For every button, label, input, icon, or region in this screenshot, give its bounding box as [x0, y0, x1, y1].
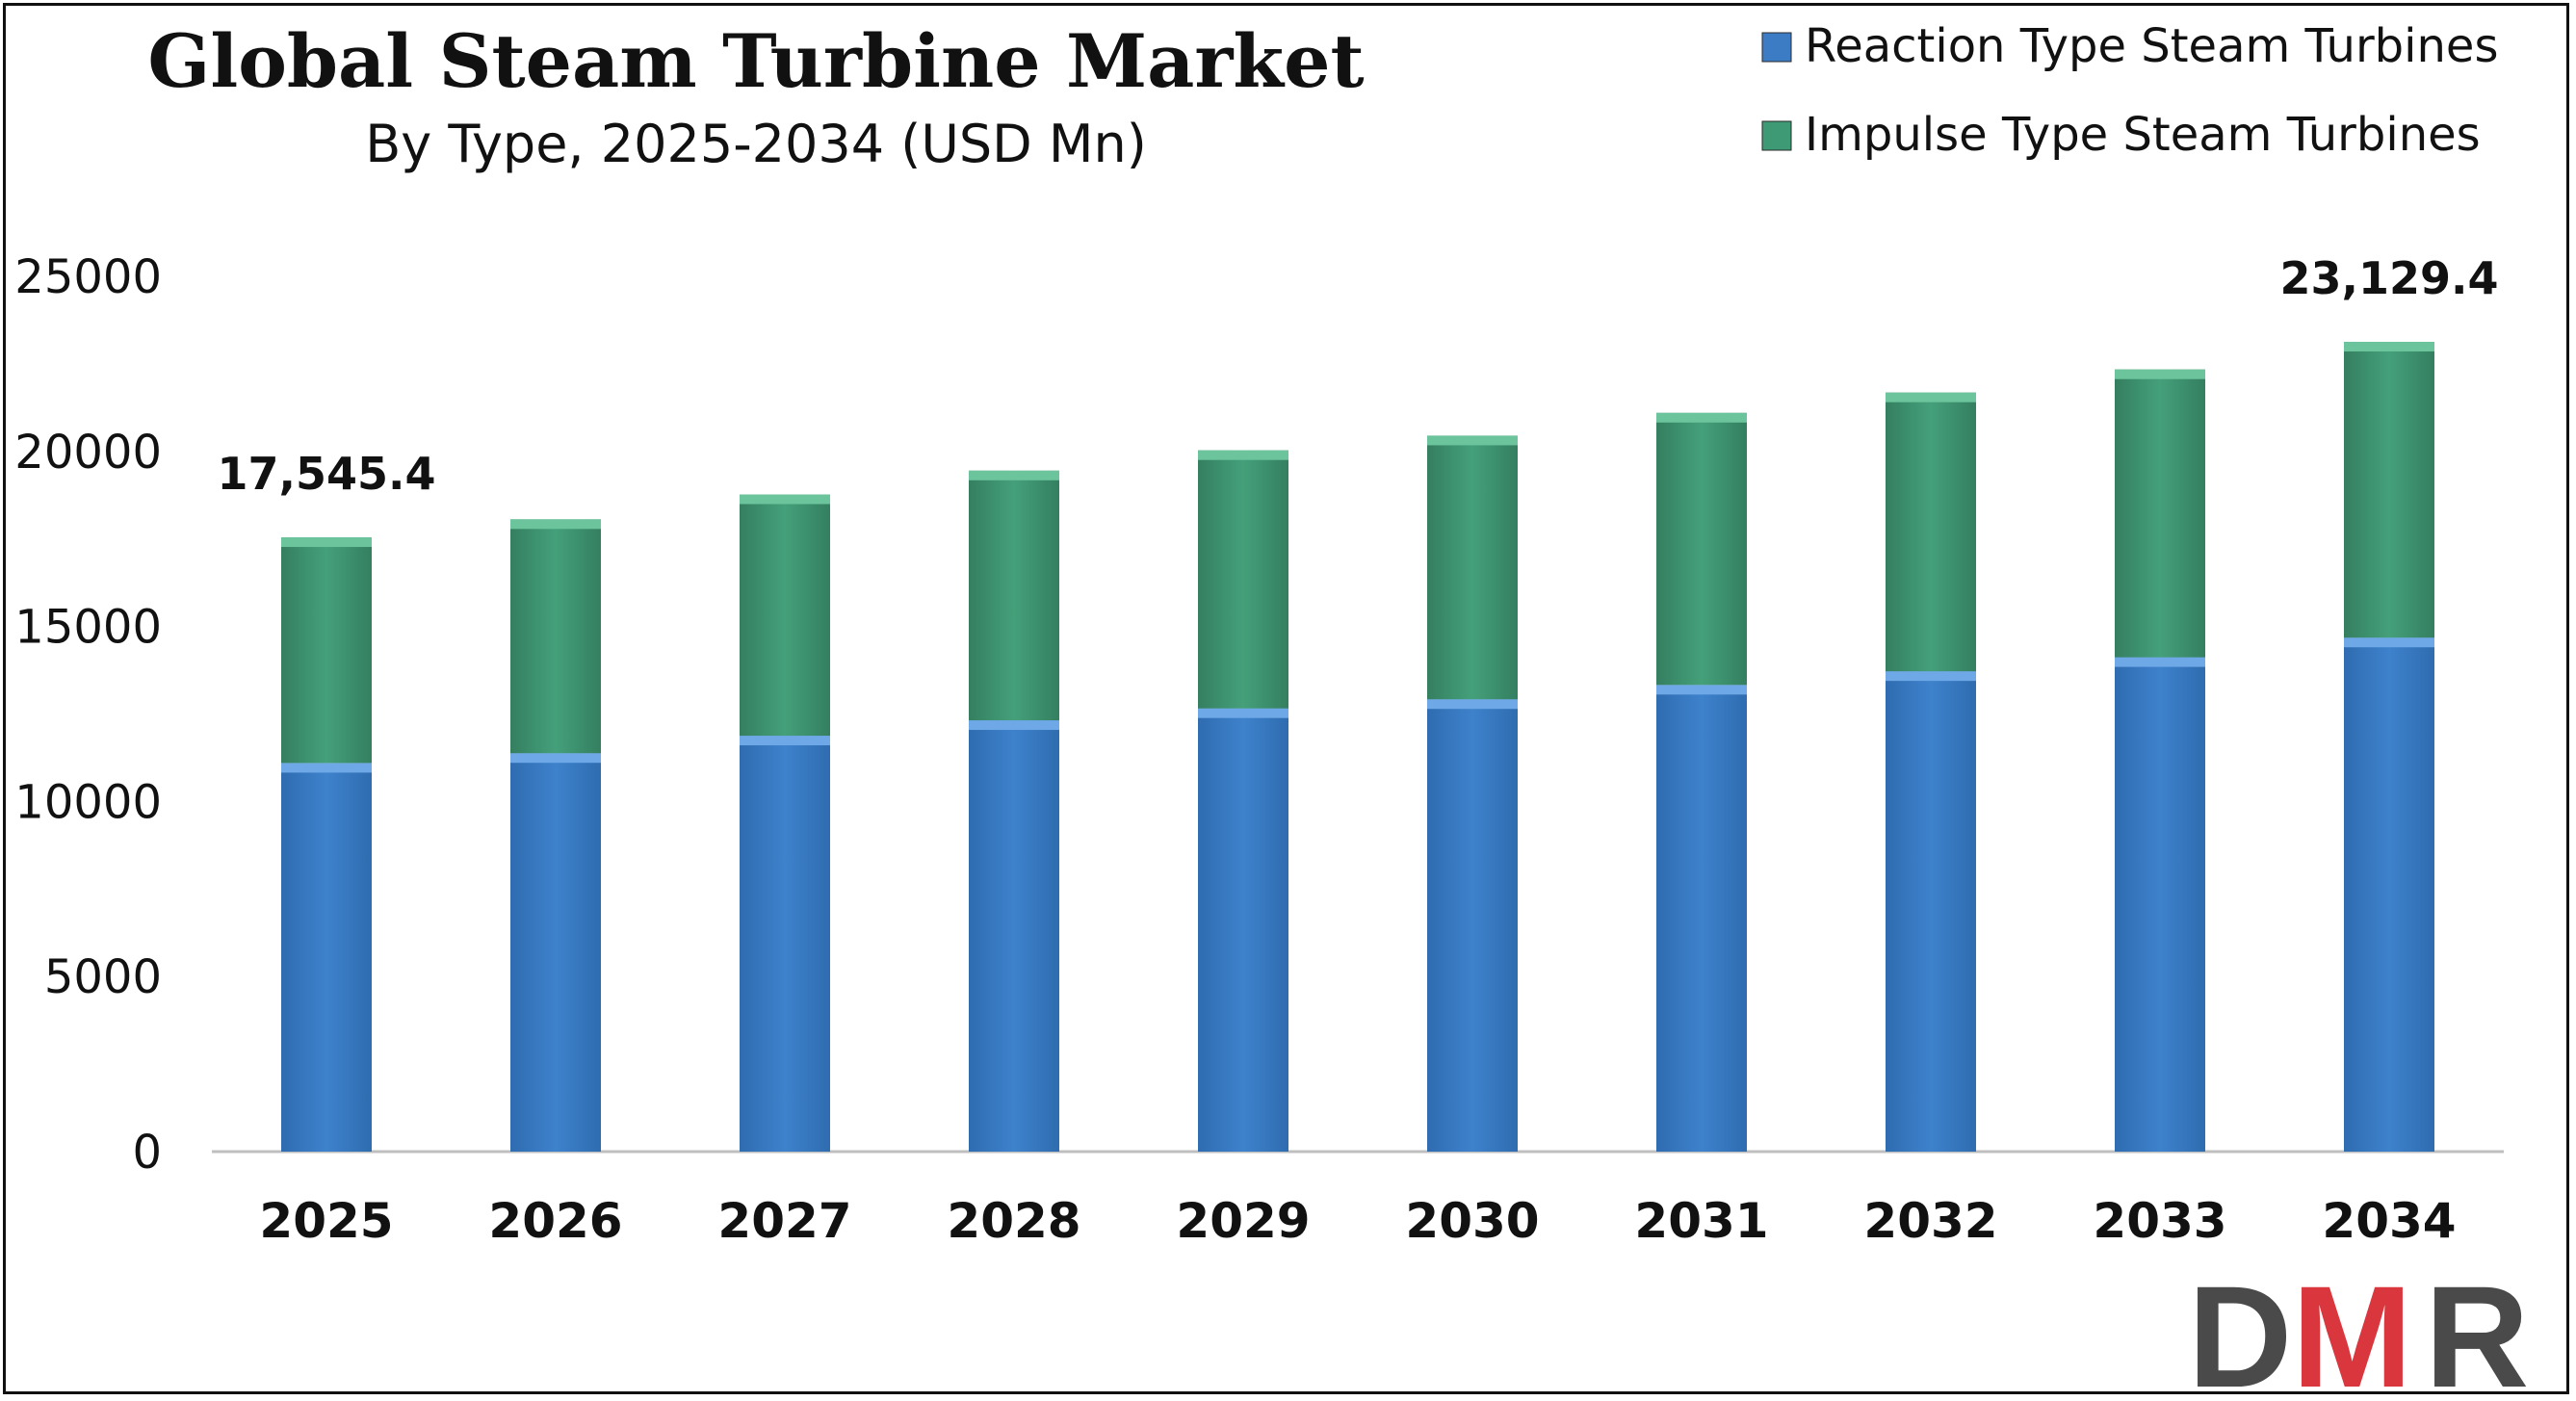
bar-impulse-2028 — [969, 470, 1059, 721]
x-tick-label: 2029 — [1176, 1193, 1310, 1249]
bar-cap-reaction-2026 — [510, 753, 601, 764]
bar-impulse-2031 — [1656, 412, 1747, 686]
bar-reaction-2030 — [1427, 699, 1518, 1152]
bar-impulse-2027 — [740, 494, 830, 737]
bar-cap-impulse-2032 — [1886, 392, 1976, 402]
bar-cap-impulse-2029 — [1198, 450, 1288, 460]
data-label-2034: 23,129.4 — [2280, 252, 2499, 304]
bar-impulse-2033 — [2115, 369, 2205, 658]
y-tick-label: 20000 — [14, 426, 162, 480]
x-tick-label: 2034 — [2322, 1193, 2456, 1249]
bar-cap-reaction-2033 — [2115, 657, 2205, 667]
bar-cap-impulse-2026 — [510, 519, 601, 530]
legend: Reaction Type Steam Turbines Impulse Typ… — [1761, 19, 2498, 162]
bar-cap-reaction-2027 — [740, 736, 830, 746]
logo-letter-m: M — [2292, 1256, 2412, 1401]
chart-title: Global Steam Turbine Market — [147, 18, 1364, 104]
bars — [281, 342, 2434, 1152]
bar-cap-reaction-2025 — [281, 763, 372, 773]
bar-cap-reaction-2031 — [1656, 685, 1747, 695]
bar-cap-impulse-2033 — [2115, 369, 2205, 379]
logo-letter-d: D — [2188, 1256, 2292, 1401]
x-tick-label: 2033 — [2093, 1193, 2226, 1249]
bar-cap-impulse-2028 — [969, 470, 1059, 480]
bar-cap-reaction-2034 — [2344, 637, 2434, 648]
bar-impulse-2026 — [510, 519, 601, 754]
x-axis: 2025 2026 2027 2028 2029 2030 2031 2032 2033 2034 — [259, 1193, 2456, 1249]
bar-cap-reaction-2030 — [1427, 699, 1518, 710]
bar-impulse-2025 — [281, 537, 372, 764]
bar-cap-impulse-2025 — [281, 537, 372, 548]
bar-impulse-2034 — [2344, 342, 2434, 638]
legend-swatch-reaction — [1761, 32, 1792, 63]
logo-letter-r: R — [2425, 1256, 2529, 1401]
bar-cap-reaction-2029 — [1198, 708, 1288, 718]
x-tick-label: 2025 — [259, 1193, 393, 1249]
bar-reaction-2026 — [510, 753, 601, 1152]
chart-subtitle: By Type, 2025-2034 (USD Mn) — [365, 114, 1147, 174]
x-tick-label: 2027 — [717, 1193, 851, 1249]
bar-reaction-2033 — [2115, 657, 2205, 1152]
x-tick-label: 2028 — [947, 1193, 1080, 1249]
y-tick-label: 25000 — [14, 250, 162, 304]
x-tick-label: 2030 — [1405, 1193, 1539, 1249]
legend-swatch-impulse — [1761, 120, 1792, 151]
y-tick-label: 15000 — [14, 601, 162, 655]
data-label-2025: 17,545.4 — [218, 448, 436, 500]
x-tick-label: 2031 — [1634, 1193, 1768, 1249]
bar-cap-impulse-2034 — [2344, 342, 2434, 352]
x-tick-label: 2026 — [488, 1193, 622, 1249]
legend-label-impulse: Impulse Type Steam Turbines — [1805, 108, 2481, 162]
bar-cap-reaction-2028 — [969, 720, 1059, 731]
y-axis: 0 5000 10000 15000 20000 25000 — [14, 250, 162, 1180]
x-tick-label: 2032 — [1863, 1193, 1997, 1249]
bar-reaction-2025 — [281, 763, 372, 1152]
y-tick-label: 10000 — [14, 775, 162, 829]
bar-reaction-2027 — [740, 736, 830, 1152]
dmr-logo: D M R — [2188, 1256, 2529, 1401]
bar-reaction-2034 — [2344, 637, 2434, 1152]
bar-reaction-2028 — [969, 720, 1059, 1152]
bar-cap-impulse-2027 — [740, 494, 830, 505]
y-tick-label: 5000 — [44, 950, 162, 1004]
bar-cap-impulse-2031 — [1656, 412, 1747, 423]
bar-impulse-2032 — [1886, 392, 1976, 672]
legend-label-reaction: Reaction Type Steam Turbines — [1805, 19, 2498, 73]
bar-impulse-2029 — [1198, 450, 1288, 709]
bar-cap-impulse-2030 — [1427, 435, 1518, 446]
bar-reaction-2031 — [1656, 685, 1747, 1152]
y-tick-label: 0 — [132, 1126, 162, 1180]
bar-cap-reaction-2032 — [1886, 671, 1976, 682]
bar-reaction-2029 — [1198, 708, 1288, 1152]
bar-impulse-2030 — [1427, 435, 1518, 700]
data-labels: 17,545.4 23,129.4 — [218, 252, 2499, 500]
bar-reaction-2032 — [1886, 671, 1976, 1152]
